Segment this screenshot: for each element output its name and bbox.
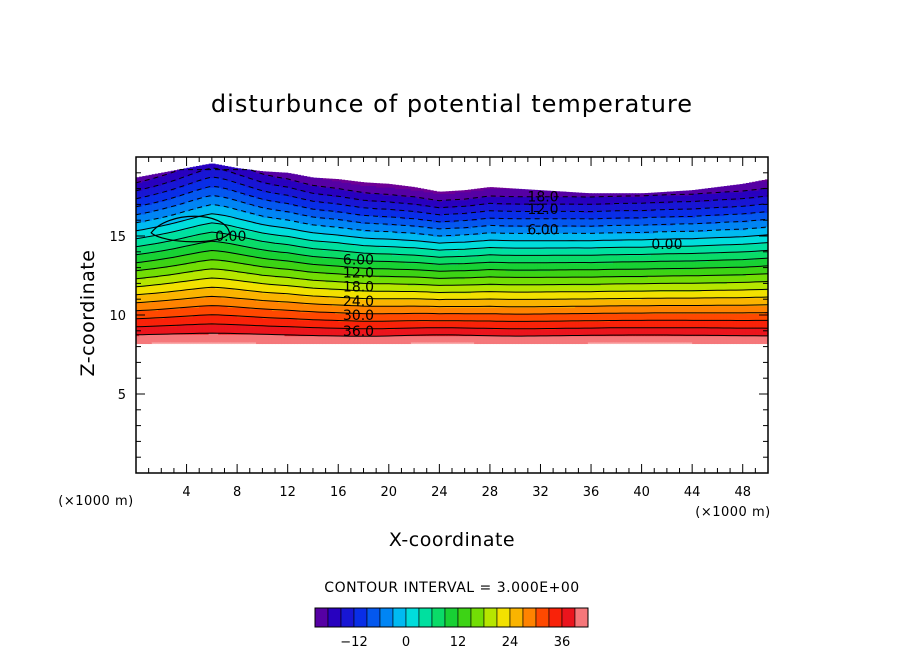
chart-title: disturbunce of potential temperature [211,90,693,118]
